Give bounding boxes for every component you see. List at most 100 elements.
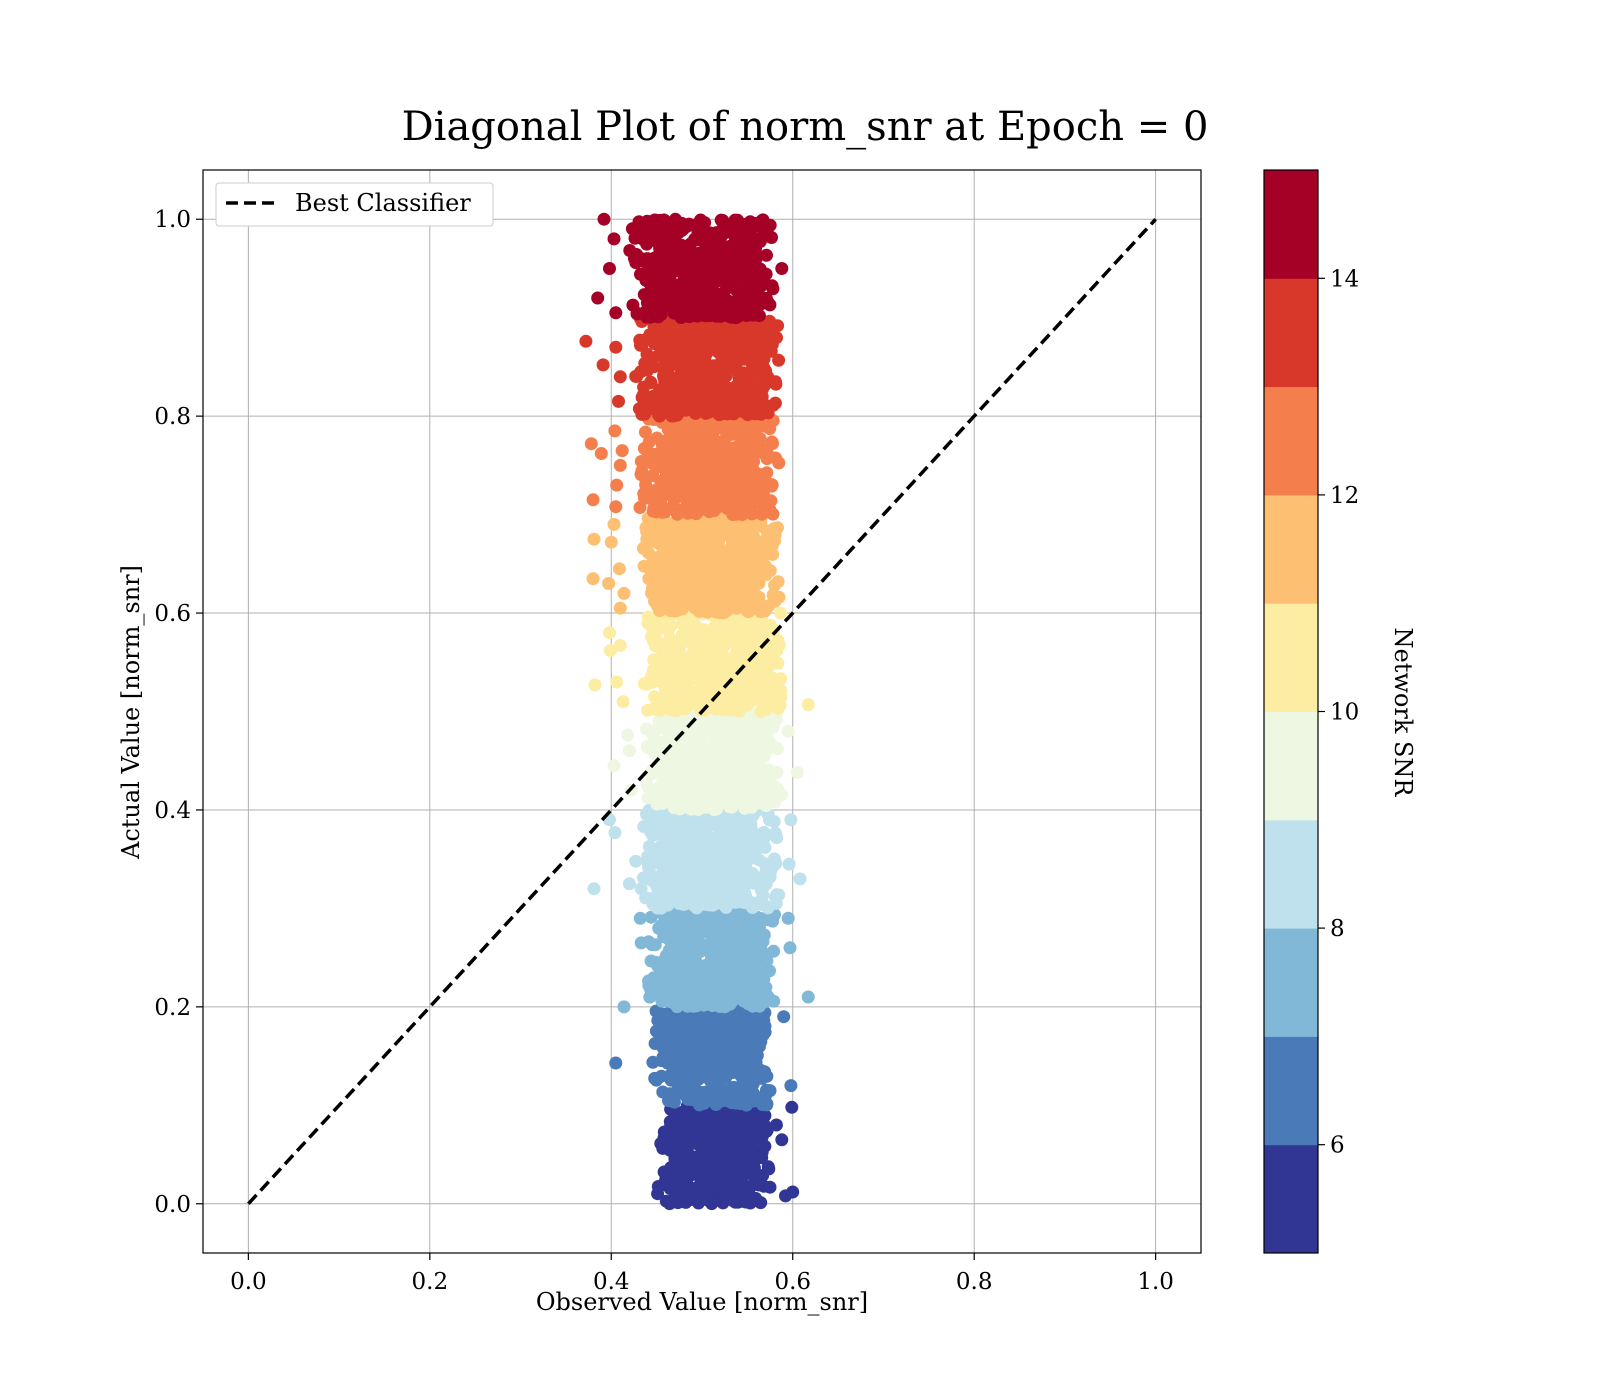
scatter-point (762, 1162, 776, 1176)
scatter-point (763, 422, 777, 436)
scatter-point (718, 327, 732, 341)
scatter-point (709, 486, 723, 499)
scatter-point (727, 547, 741, 561)
scatter-point (679, 420, 693, 434)
scatter-point (708, 454, 722, 468)
scatter-point (674, 552, 688, 566)
scatter-outlier (629, 854, 643, 868)
scatter-point (702, 1051, 716, 1065)
scatter-point (757, 665, 771, 679)
scatter-outlier (587, 882, 601, 896)
scatter-point (670, 507, 684, 521)
scatter-point (705, 951, 719, 965)
scatter-point (655, 1054, 668, 1068)
scatter-point (690, 471, 704, 485)
scatter-point (641, 610, 655, 624)
scatter-point (667, 801, 681, 815)
scatter-point (731, 788, 745, 802)
scatter-point (703, 342, 716, 356)
scatter-point (741, 250, 755, 264)
scatter-point (746, 1158, 760, 1172)
scatter-point (702, 917, 716, 931)
scatter-point (663, 962, 677, 976)
scatter-outlier (790, 766, 804, 779)
scatter-point (682, 575, 696, 589)
scatter-point (638, 356, 652, 370)
reference-line-group (247, 218, 1157, 1205)
scatter-point (647, 653, 661, 667)
scatter-point (663, 224, 677, 238)
scatter-point (746, 1036, 759, 1050)
scatter-outlier (781, 911, 795, 925)
scatter-point (646, 389, 660, 403)
scatter-point (670, 883, 684, 897)
scatter-point (752, 765, 766, 778)
scatter-point (765, 231, 778, 244)
scatter-point (759, 719, 773, 733)
x-tick-label: 0.8 (956, 1269, 993, 1295)
scatter-point (666, 1061, 680, 1075)
scatter-outlier (782, 857, 796, 871)
scatter-point (763, 813, 776, 827)
scatter-point (652, 714, 666, 728)
scatter-point (748, 717, 762, 731)
scatter-point (748, 336, 761, 350)
scatter-outlier (613, 370, 627, 384)
scatter-point (655, 340, 669, 354)
scatter-point (667, 1090, 681, 1104)
scatter-point (697, 441, 711, 455)
scatter-point (747, 496, 761, 509)
scatter-point (690, 217, 704, 231)
scatter-point (738, 1121, 752, 1135)
scatter-point (744, 1110, 758, 1123)
scatter-point (651, 620, 665, 634)
scatter-point (763, 564, 777, 578)
scatter-point (715, 765, 729, 779)
scatter-outlier (617, 1000, 631, 1014)
scatter-point (719, 558, 733, 572)
plot-frame (202, 169, 1202, 1254)
scatter-point (634, 455, 648, 468)
scatter-point (718, 795, 732, 808)
scatter-point (737, 1086, 751, 1099)
scatter-outlier (801, 698, 815, 712)
scatter-point (771, 521, 784, 535)
scatter-point (696, 1087, 710, 1101)
scatter-point (692, 1040, 706, 1054)
scatter-point (726, 1149, 740, 1163)
scatter-outlier (633, 911, 647, 925)
scatter-point (663, 892, 677, 906)
scatter-point (703, 226, 717, 240)
scatter-point (677, 1171, 691, 1185)
scatter-point (653, 604, 667, 618)
scatter-outlier (607, 759, 621, 773)
scatter-point (725, 264, 739, 278)
scatter-point (639, 473, 653, 486)
scatter-point (683, 587, 696, 601)
scatter-point (753, 442, 767, 456)
scatter-point (671, 1182, 685, 1196)
scatter-point (714, 213, 728, 227)
scatter-point (684, 927, 698, 940)
scatter-point (772, 638, 786, 652)
scatter-point (719, 1032, 733, 1046)
scatter-point (772, 353, 786, 367)
scatter-point (742, 847, 756, 861)
scatter-point (677, 969, 691, 983)
scatter-point (656, 988, 670, 1002)
scatter-point (639, 677, 653, 691)
scatter-point (720, 1018, 734, 1032)
scatter-outlier (775, 1133, 789, 1147)
scatter-point (668, 212, 682, 226)
scatter-point (709, 843, 723, 857)
scatter-point (704, 1140, 718, 1153)
scatter-point (766, 649, 780, 663)
scatter-point (746, 1093, 760, 1107)
scatter-point (702, 683, 716, 697)
scatter-point (646, 504, 660, 518)
scatter-point (650, 535, 664, 549)
scatter-point (765, 279, 779, 293)
scatter-point (744, 817, 758, 831)
scatter-point (767, 623, 781, 637)
scatter-point (671, 870, 684, 884)
